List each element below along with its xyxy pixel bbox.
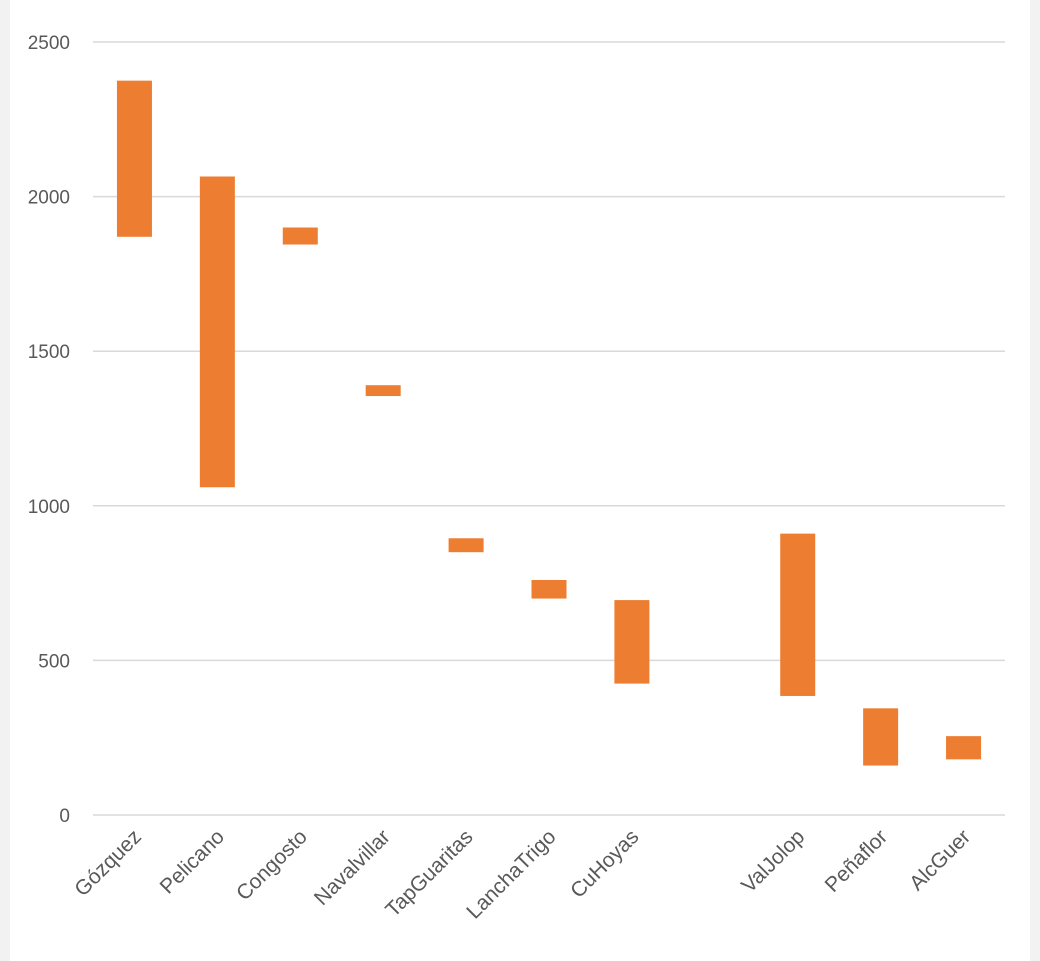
x-tick-label: CuHoyas	[566, 825, 643, 902]
y-tick-label: 2000	[28, 188, 70, 209]
bars	[116, 80, 982, 766]
range-bar-ValJolop	[780, 533, 816, 696]
x-tick-label: Peñaflor	[821, 825, 893, 897]
range-bar-Peñaflor	[863, 708, 899, 766]
range-bar-LanchaTrigo	[531, 580, 567, 599]
range-bar-Gózquez	[116, 80, 152, 237]
x-tick-label: Navalvillar	[310, 825, 395, 910]
y-tick-label: 1500	[28, 342, 70, 363]
x-tick-label: Congosto	[232, 825, 312, 905]
range-bar-Congosto	[282, 227, 318, 245]
x-tick-label: ValJolop	[737, 825, 809, 897]
x-tick-label: AlcGuer	[905, 825, 975, 895]
x-axis-labels: Gózquez Pelicano CongostoNavalvillarTapGua…	[70, 825, 975, 923]
chart-panel	[10, 0, 1030, 961]
x-tick-label: LanchaTrigo	[462, 825, 560, 923]
range-bar-TapGuaritas	[448, 538, 484, 553]
y-tick-label: 500	[38, 651, 70, 672]
y-tick-label: 1000	[28, 497, 70, 518]
x-tick-label: Gózquez	[70, 825, 146, 901]
gridlines	[93, 41, 1005, 816]
range-bar-CuHoyas	[614, 600, 650, 684]
y-tick-label: 0	[59, 806, 70, 827]
x-tick-label: Pelicano	[156, 825, 229, 898]
range-bar-Navalvillar	[365, 385, 401, 397]
range-bar-Pelicano	[199, 176, 235, 488]
y-tick-label: 2500	[28, 33, 70, 54]
y-axis-ticks: 0 500 1000 1500 2000 2500	[28, 33, 70, 827]
range-bar-AlcGuer	[946, 736, 982, 760]
